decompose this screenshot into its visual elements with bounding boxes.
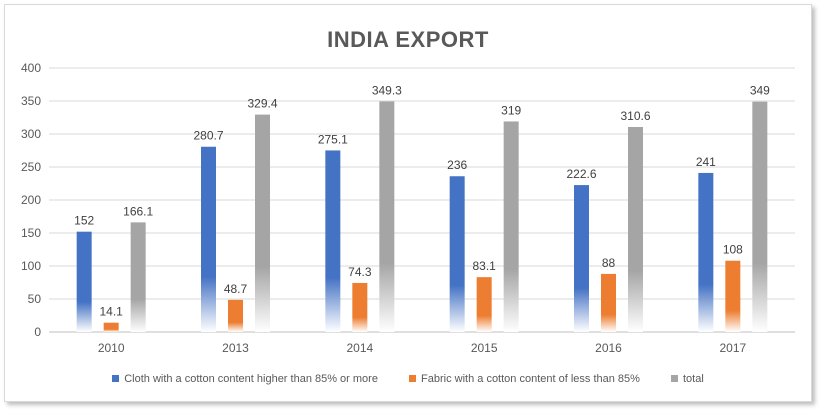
data-label: 329.4 [247,97,277,111]
bar-2010-series-1 [103,322,119,332]
y-tick-label: 350 [21,94,41,108]
bar-2013-series-1 [228,299,243,332]
data-label: 166.1 [123,204,153,218]
x-tick-label: 2014 [346,341,373,355]
data-label: 222.6 [566,167,596,181]
data-label: 349.3 [372,83,402,97]
data-label: 74.3 [348,265,372,279]
data-label: 310.6 [620,109,650,123]
y-tick-label: 150 [21,226,41,240]
y-tick-label: 250 [21,160,41,174]
bar-2015-series-0 [449,176,465,332]
bar-2013-series-2 [255,114,270,332]
bars [76,101,768,333]
legend-item-fabric: Fabric with a cotton content of less tha… [409,373,640,385]
y-tick-label: 100 [21,259,41,273]
legend-item-total: total [671,373,704,385]
legend-label-fabric: Fabric with a cotton content of less tha… [421,373,640,385]
data-label: 88 [602,256,616,270]
data-label: 108 [723,243,743,257]
bar-2015-series-1 [476,277,492,332]
bar-2015-series-2 [503,121,519,333]
x-tick-label: 2016 [595,341,622,355]
y-tick-label: 0 [34,325,41,339]
x-axis: 2010 2013 2014 2015 2016 2017 [98,341,747,355]
data-label: 152 [74,214,94,228]
data-labels: 152 14.1 166.1 280.7 48.7 329.4 275.1 74.3 349.3… [74,83,770,318]
legend-swatch-fabric [409,374,417,382]
chart-frame: INDIA EXPORT 0 50 100 150 200 250 300 350 400 15… [4,4,812,402]
bar-2010-series-0 [76,231,92,332]
data-label: 14.1 [99,305,123,319]
data-label: 319 [501,103,521,117]
bar-2016-series-1 [601,273,616,332]
x-tick-label: 2013 [222,341,249,355]
bar-2017-series-0 [698,172,714,332]
legend: Cloth with a cotton content higher than … [5,373,811,385]
bar-2016-series-0 [574,185,589,332]
legend-label-total: total [683,373,704,385]
data-label: 349 [750,84,770,98]
y-tick-label: 400 [21,61,41,75]
y-tick-label: 50 [28,292,42,306]
gridlines [49,67,795,333]
legend-label-cloth: Cloth with a cotton content higher than … [124,373,378,385]
bar-2017-series-1 [725,260,741,332]
bar-2014-series-1 [352,282,368,332]
bar-2016-series-2 [628,127,643,332]
data-label: 280.7 [193,129,223,143]
legend-swatch-cloth [112,374,120,382]
bar-2010-series-2 [130,222,146,332]
bar-2014-series-0 [325,150,341,332]
chart-title: INDIA EXPORT [327,27,489,52]
legend-swatch-total [671,374,678,382]
x-tick-label: 2017 [719,341,746,355]
y-tick-label: 200 [21,193,41,207]
y-axis: 0 50 100 150 200 250 300 350 400 [21,61,41,339]
bar-2014-series-2 [379,101,395,332]
bar-2013-series-0 [201,146,216,332]
data-label: 48.7 [224,282,248,296]
legend-item-cloth: Cloth with a cotton content higher than … [112,373,378,385]
x-tick-label: 2010 [98,341,125,355]
bar-chart: 0 50 100 150 200 250 300 350 400 152 14.1 166.1 280… [21,61,795,355]
data-label: 241 [696,155,716,169]
data-label: 236 [447,158,467,172]
bar-2017-series-2 [752,101,768,332]
y-tick-label: 300 [21,127,41,141]
x-tick-label: 2015 [471,341,498,355]
data-label: 275.1 [318,132,348,146]
data-label: 83.1 [472,259,496,273]
